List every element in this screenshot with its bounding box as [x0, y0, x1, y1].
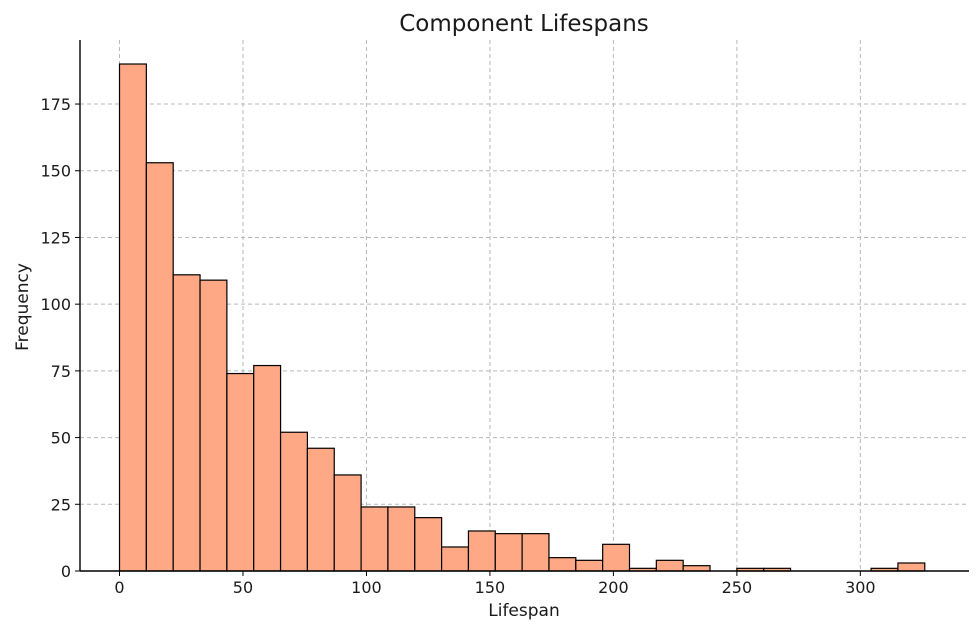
histogram-bar — [360, 506, 389, 572]
histogram-bar — [172, 274, 201, 572]
histogram-bar — [548, 557, 577, 572]
x-tick-label: 200 — [598, 578, 629, 597]
histogram-bar — [333, 474, 362, 572]
histogram-bar — [306, 447, 335, 572]
x-tick-label: 0 — [114, 578, 124, 597]
histogram-bar — [897, 562, 926, 572]
x-tick-label: 50 — [233, 578, 253, 597]
histogram-bar — [279, 431, 309, 572]
histogram-bar — [226, 372, 255, 572]
x-tick-label: 250 — [722, 578, 753, 597]
histogram-bar — [199, 279, 228, 572]
histogram-bar — [521, 533, 550, 572]
histogram-bar — [682, 565, 711, 572]
histogram-bar — [387, 506, 416, 572]
histogram-bar — [602, 543, 631, 572]
x-tick-label: 100 — [351, 578, 382, 597]
histogram-bar — [655, 559, 684, 572]
y-tick-label: 150 — [40, 162, 71, 181]
histogram-bar — [441, 546, 470, 572]
histogram-bar — [494, 533, 523, 572]
histogram-bar — [253, 364, 282, 572]
bars-layer — [118, 63, 926, 572]
histogram-bar — [118, 63, 147, 572]
y-tick-label: 25 — [51, 495, 71, 514]
y-axis-label: Frequency — [13, 263, 33, 351]
axes-layer: 0 50 100 150 200 250 300 0 25 50 75 100 125 150 175 — [40, 40, 969, 597]
x-axis-label: Lifespan — [488, 601, 559, 621]
histogram-bar — [145, 162, 174, 572]
y-tick-label: 50 — [51, 429, 71, 448]
y-tick-label: 125 — [40, 228, 71, 247]
x-tick-label: 150 — [475, 578, 506, 597]
y-tick-label: 100 — [40, 295, 71, 314]
y-tick-label: 175 — [40, 95, 71, 114]
histogram-bar — [414, 517, 443, 572]
histogram-bar — [575, 559, 604, 572]
chart-title: Component Lifespans — [399, 11, 649, 37]
histogram-bar — [467, 530, 496, 572]
x-tick-label: 300 — [845, 578, 876, 597]
y-tick-label: 0 — [61, 562, 71, 581]
y-tick-label: 75 — [51, 362, 71, 381]
